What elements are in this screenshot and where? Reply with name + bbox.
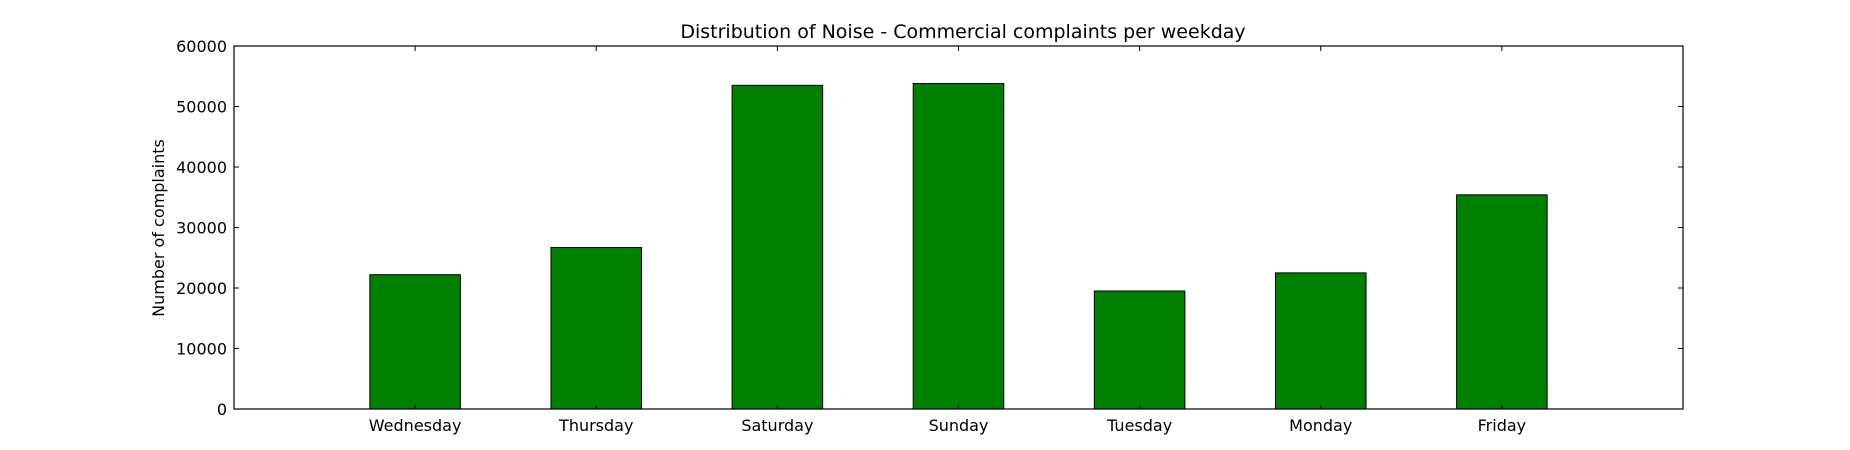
bar-sunday	[912, 83, 1005, 410]
bar-tuesday	[1093, 290, 1186, 410]
bar-friday	[1456, 194, 1548, 410]
y-tick-label: 40000	[176, 158, 227, 177]
bar-monday	[1274, 272, 1367, 410]
x-tick-label: Wednesday	[369, 416, 462, 435]
x-tick-label: Friday	[1478, 416, 1527, 435]
plot-frame	[233, 45, 1684, 410]
x-tick-label: Saturday	[741, 416, 813, 435]
y-tick-label: 30000	[176, 219, 227, 238]
chart-title: Distribution of Noise - Commercial compl…	[680, 21, 1245, 43]
y-tick-label: 60000	[176, 37, 227, 56]
plot-area: Wednesday Thursday Saturday Sunday Tuesday Mo…	[176, 37, 1683, 435]
x-tick-label: Thursday	[558, 416, 633, 435]
y-tick-label: 10000	[176, 340, 227, 359]
x-tick-label: Tuesday	[1106, 416, 1172, 435]
x-tick-label: Monday	[1289, 416, 1352, 435]
bar-saturday	[731, 84, 824, 410]
y-tick-label: 0	[217, 400, 227, 419]
x-tick-label: Sunday	[929, 416, 989, 435]
bar-thursday	[550, 246, 643, 410]
bar-wednesday	[369, 274, 461, 410]
y-tick-label: 50000	[176, 98, 227, 117]
y-axis-label: Number of complaints	[149, 139, 168, 317]
y-tick-label: 20000	[176, 279, 227, 298]
